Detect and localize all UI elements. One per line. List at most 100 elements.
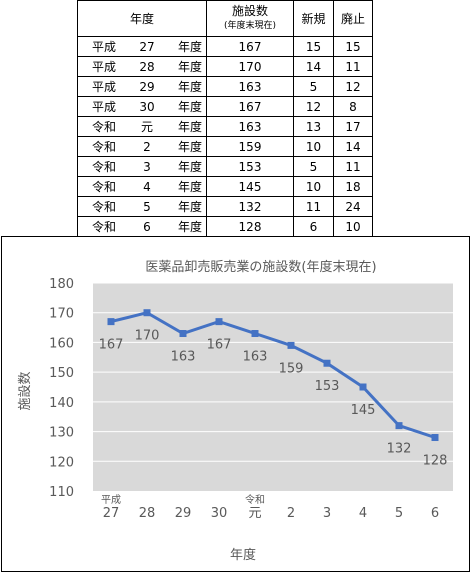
- data-label: 163: [171, 350, 196, 365]
- year-number: 元: [140, 120, 153, 134]
- x-tick-label: 27: [103, 506, 120, 521]
- new-cell: 5: [293, 156, 334, 177]
- year-cell: 平成 30 年度: [77, 96, 207, 117]
- data-label: 145: [351, 403, 376, 418]
- year-cell: 平成 29 年度: [77, 76, 207, 97]
- gridlines: [93, 282, 453, 462]
- count-cell: 163: [206, 76, 294, 97]
- new-cell: 13: [293, 116, 334, 137]
- facility-table: 年度 施設数 (年度末現在) 新規 廃止 平成 27 年度 167 15 15 平成 28 年度…: [77, 0, 373, 237]
- new-cell: 15: [293, 36, 334, 57]
- data-point: [287, 341, 295, 349]
- year-cell: 令和 元 年度: [77, 116, 207, 137]
- table-row: 令和 5 年度 132 11 24: [77, 196, 373, 217]
- x-tick-label: 3: [323, 506, 331, 521]
- year-suffix: 年度: [177, 120, 202, 134]
- x-tick-label: 6: [431, 506, 439, 521]
- count-cell: 167: [206, 96, 294, 117]
- data-point: [215, 318, 223, 326]
- table-row: 令和 6 年度 128 6 10: [77, 216, 373, 237]
- year-cell-inner: 令和 5 年度: [78, 198, 206, 215]
- year-cell: 令和 6 年度: [77, 216, 207, 237]
- year-cell-inner: 平成 28 年度: [78, 58, 206, 75]
- header-closed: 廃止: [333, 0, 373, 37]
- year-cell: 令和 5 年度: [77, 196, 207, 217]
- count-cell: 145: [206, 176, 294, 197]
- closed-cell: 24: [333, 196, 373, 217]
- data-point: [323, 359, 331, 367]
- era-label: 令和: [92, 120, 117, 134]
- new-cell: 10: [293, 136, 334, 157]
- closed-cell: 8: [333, 96, 373, 117]
- year-cell: 令和 4 年度: [77, 176, 207, 197]
- new-cell: 6: [293, 216, 334, 237]
- x-axis-title: 年度: [230, 547, 256, 563]
- table-header-row: 年度 施設数 (年度末現在) 新規 廃止: [77, 0, 373, 37]
- era-tick-label: 平成: [101, 494, 121, 506]
- table-row: 令和 元 年度 163 13 17: [77, 116, 373, 137]
- closed-cell: 11: [333, 56, 373, 77]
- era-label: 平成: [92, 60, 117, 74]
- table-row: 平成 27 年度 167 15 15: [77, 36, 373, 57]
- year-number: 30: [139, 99, 155, 114]
- data-point: [143, 309, 151, 317]
- era-label: 令和: [92, 180, 117, 194]
- data-point: [395, 422, 403, 430]
- closed-cell: 14: [333, 136, 373, 157]
- data-point: [359, 383, 367, 391]
- x-tick-labels: 27 28 29 30 元 2 3 4 5 6 平成 令和: [101, 493, 439, 521]
- table-row: 平成 30 年度 167 12 8: [77, 96, 373, 117]
- year-number: 29: [139, 79, 155, 94]
- x-tick-label: 2: [287, 506, 295, 521]
- year-cell-inner: 令和 2 年度: [78, 138, 206, 155]
- header-new: 新規: [293, 0, 334, 37]
- new-cell: 5: [293, 76, 334, 97]
- closed-cell: 15: [333, 36, 373, 57]
- count-cell: 163: [206, 116, 294, 137]
- y-tick-label: 180: [49, 277, 74, 292]
- year-suffix: 年度: [177, 180, 202, 194]
- year-cell-inner: 令和 元 年度: [78, 118, 206, 135]
- year-cell: 令和 3 年度: [77, 156, 207, 177]
- data-point: [107, 318, 115, 326]
- y-tick-label: 140: [49, 396, 74, 411]
- x-tick-label: 元: [248, 506, 261, 521]
- year-cell-inner: 平成 30 年度: [78, 98, 206, 115]
- data-labels: 167 170 163 167 163 159 153 145 132 128: [99, 329, 448, 469]
- closed-cell: 17: [333, 116, 373, 137]
- year-suffix: 年度: [177, 60, 202, 74]
- series-line: [110, 311, 436, 439]
- table-row: 令和 4 年度 145 10 18: [77, 176, 373, 197]
- data-label: 132: [387, 442, 412, 457]
- y-tick-label: 120: [49, 455, 74, 470]
- x-tick-label: 4: [359, 506, 367, 521]
- data-point: [431, 434, 439, 442]
- series-markers: [107, 309, 439, 442]
- data-label: 167: [99, 338, 124, 353]
- x-tick-label: 30: [211, 506, 228, 521]
- y-tick-label: 170: [49, 307, 74, 322]
- y-tick-label: 110: [49, 485, 74, 500]
- closed-cell: 10: [333, 216, 373, 237]
- table-row: 平成 28 年度 170 14 11: [77, 56, 373, 77]
- era-label: 平成: [92, 40, 117, 54]
- y-axis-title: 施設数: [17, 371, 33, 410]
- year-suffix: 年度: [177, 220, 202, 234]
- data-label: 159: [279, 361, 304, 376]
- era-label: 平成: [92, 100, 117, 114]
- year-number: 28: [139, 59, 155, 74]
- y-tick-label: 130: [49, 426, 74, 441]
- header-count-sub: (年度末現在): [223, 20, 277, 31]
- era-tick-label: 令和: [245, 493, 265, 506]
- year-number: 6: [143, 219, 151, 234]
- table-row: 平成 29 年度 163 5 12: [77, 76, 373, 97]
- header-year: 年度: [77, 0, 207, 37]
- y-tick-label: 160: [49, 336, 74, 351]
- year-cell: 令和 2 年度: [77, 136, 207, 157]
- year-cell: 平成 28 年度: [77, 56, 207, 77]
- line-chart: 110 120 130 140 150 160 170 180 27 28 29 30 元 2 3 4 5 6 平…: [17, 259, 453, 563]
- count-cell: 132: [206, 196, 294, 217]
- new-cell: 11: [293, 196, 334, 217]
- year-suffix: 年度: [177, 200, 202, 214]
- data-label: 153: [315, 379, 340, 394]
